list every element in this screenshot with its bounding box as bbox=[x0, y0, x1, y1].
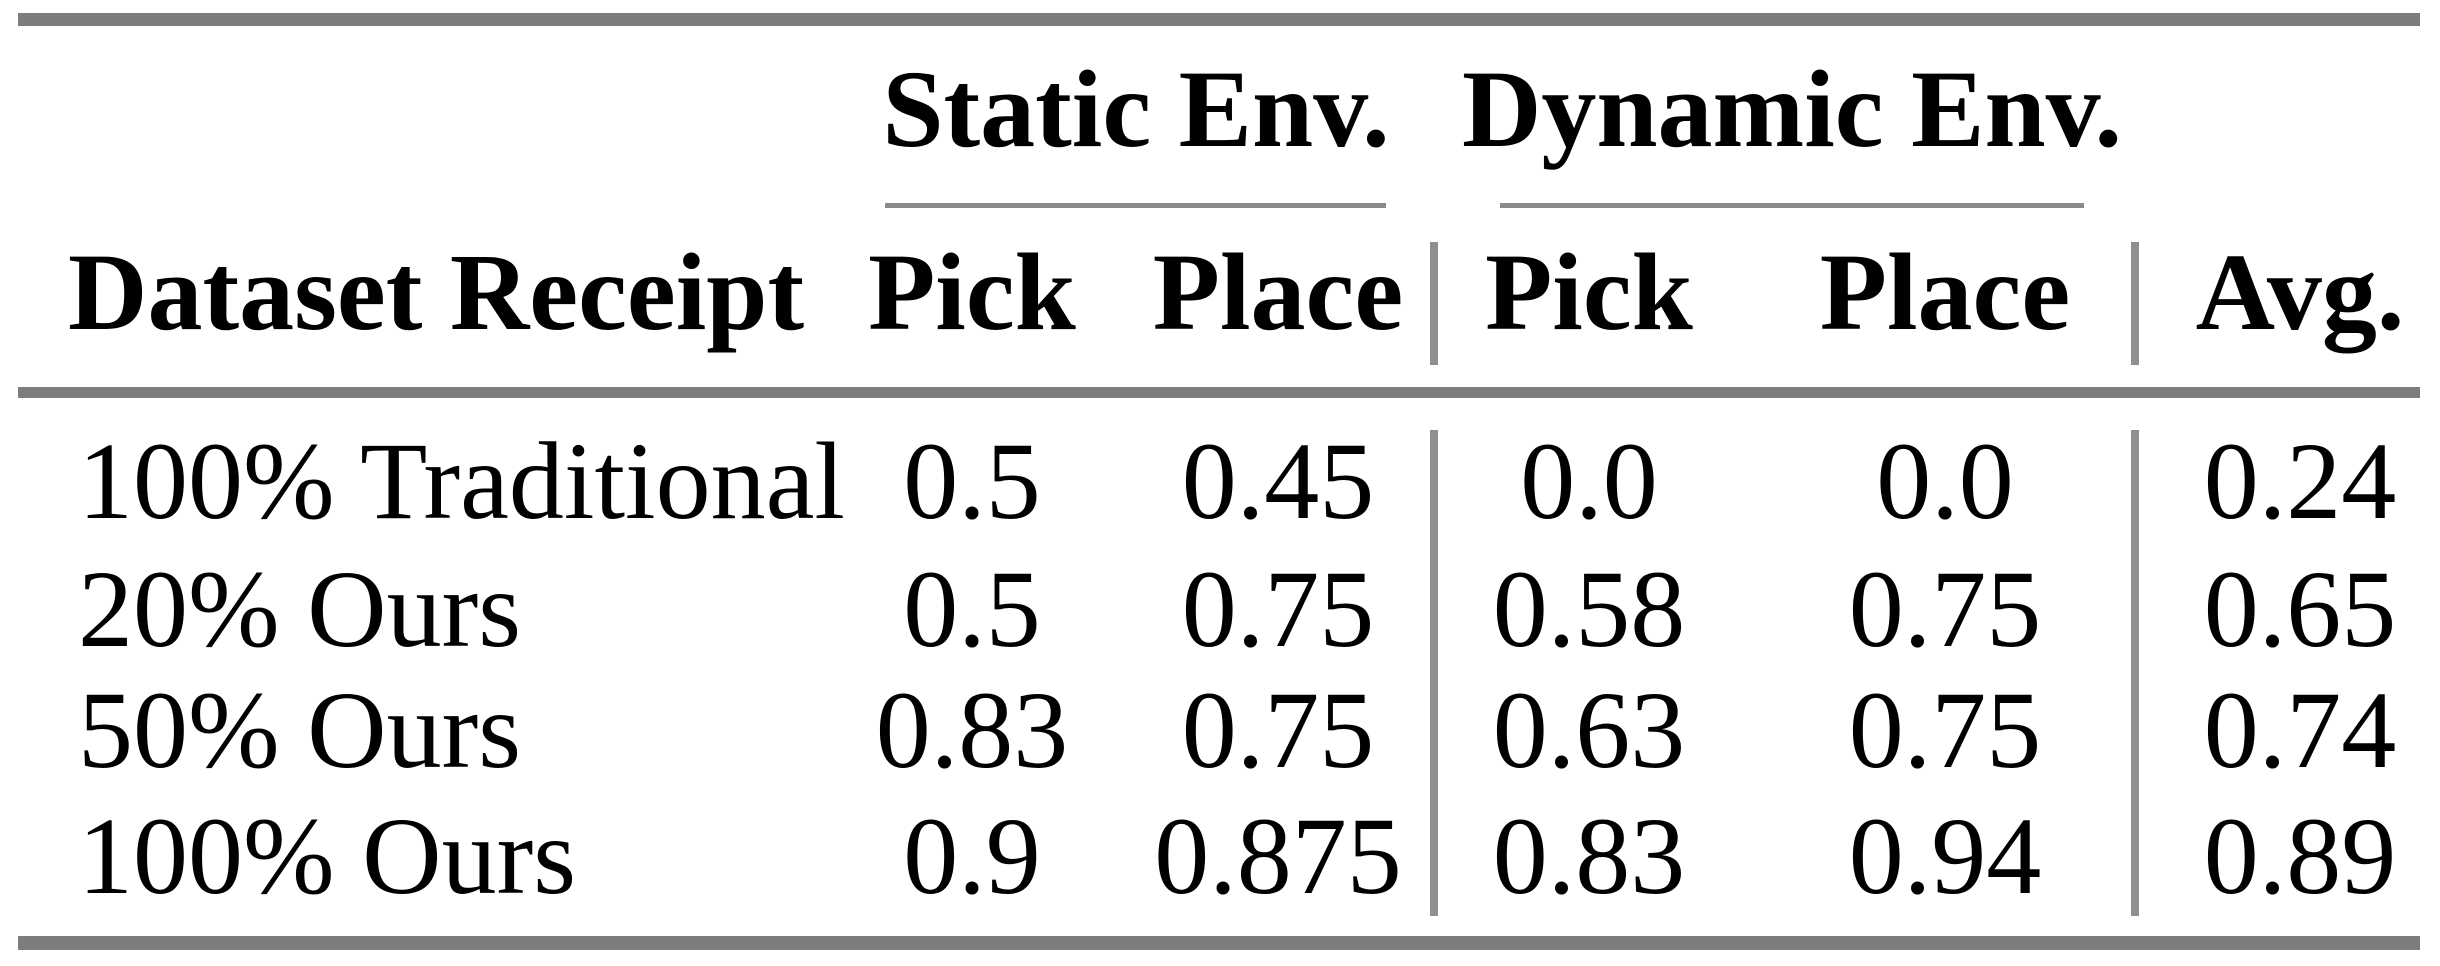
column-header-dynamic-pick: Pick bbox=[1485, 231, 1693, 353]
cell-static-pick: 0.83 bbox=[875, 669, 1069, 791]
cell-static-pick: 0.5 bbox=[903, 548, 1041, 670]
table-row: 50% Ours 0.83 0.75 0.63 0.75 0.74 bbox=[18, 665, 2420, 795]
column-divider bbox=[2131, 242, 2139, 365]
cell-avg: 0.65 bbox=[2203, 548, 2397, 670]
group-header-dynamic-env: Dynamic Env. bbox=[1461, 48, 2123, 170]
bottom-rule bbox=[18, 936, 2420, 950]
cell-avg: 0.24 bbox=[2203, 420, 2397, 542]
cell-avg: 0.74 bbox=[2203, 669, 2397, 791]
cell-dynamic-pick: 0.0 bbox=[1520, 420, 1658, 542]
cell-dynamic-place: 0.75 bbox=[1848, 669, 2042, 791]
row-label: 100% Traditional bbox=[78, 420, 845, 542]
cell-static-pick: 0.5 bbox=[903, 420, 1041, 542]
static-env-underline bbox=[885, 203, 1386, 208]
header-row: Dataset Receipt Pick Place Pick Place Av… bbox=[18, 227, 2420, 357]
group-header-static-env: Static Env. bbox=[882, 48, 1390, 170]
column-divider bbox=[1430, 242, 1438, 365]
cell-dynamic-place: 0.0 bbox=[1876, 420, 2014, 542]
cell-dynamic-pick: 0.63 bbox=[1492, 669, 1686, 791]
column-header-static-place: Place bbox=[1152, 231, 1404, 353]
cell-static-place: 0.75 bbox=[1181, 669, 1375, 791]
cell-dynamic-pick: 0.83 bbox=[1492, 795, 1686, 917]
column-header-dynamic-place: Place bbox=[1819, 231, 2071, 353]
dynamic-env-underline bbox=[1500, 203, 2084, 208]
cell-dynamic-pick: 0.58 bbox=[1492, 548, 1686, 670]
table-row: 100% Traditional 0.5 0.45 0.0 0.0 0.24 bbox=[18, 416, 2420, 546]
cell-avg: 0.89 bbox=[2203, 795, 2397, 917]
column-header-avg: Avg. bbox=[2195, 231, 2405, 353]
cell-static-place: 0.875 bbox=[1154, 795, 1402, 917]
row-label: 100% Ours bbox=[78, 795, 577, 917]
row-label: 50% Ours bbox=[78, 669, 522, 791]
column-divider bbox=[1430, 430, 1438, 916]
column-header-dataset-receipt: Dataset Receipt bbox=[68, 231, 805, 353]
table-row: 20% Ours 0.5 0.75 0.58 0.75 0.65 bbox=[18, 544, 2420, 674]
mid-rule bbox=[18, 387, 2420, 398]
cell-dynamic-place: 0.94 bbox=[1848, 795, 2042, 917]
cell-static-pick: 0.9 bbox=[903, 795, 1041, 917]
cell-static-place: 0.45 bbox=[1181, 420, 1375, 542]
cell-static-place: 0.75 bbox=[1181, 548, 1375, 670]
column-divider bbox=[2131, 430, 2139, 916]
table-row: 100% Ours 0.9 0.875 0.83 0.94 0.89 bbox=[18, 791, 2420, 921]
top-rule bbox=[18, 13, 2420, 26]
row-label: 20% Ours bbox=[78, 548, 522, 670]
cell-dynamic-place: 0.75 bbox=[1848, 548, 2042, 670]
column-header-static-pick: Pick bbox=[868, 231, 1076, 353]
